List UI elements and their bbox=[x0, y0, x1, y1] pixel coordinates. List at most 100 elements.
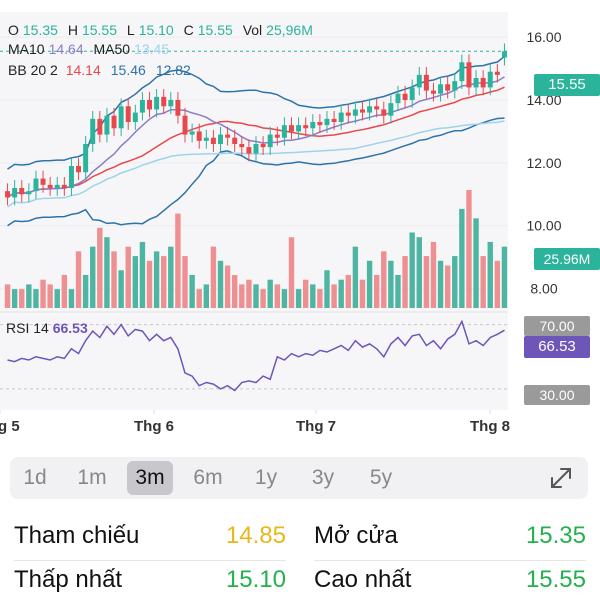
volume-bar bbox=[97, 227, 103, 308]
candle-body bbox=[147, 100, 153, 110]
expand-icon[interactable] bbox=[548, 465, 574, 491]
legend-ma10-value: 14.64 bbox=[48, 41, 84, 57]
candle-body bbox=[388, 103, 394, 116]
rsi-value-tag: 66.53 bbox=[524, 336, 590, 358]
volume-bar bbox=[338, 279, 344, 308]
volume-bar bbox=[239, 284, 245, 308]
rsi-label: RSI 14 66.53 bbox=[6, 320, 88, 336]
candle-body bbox=[338, 112, 344, 122]
candle-body bbox=[196, 131, 202, 141]
candle-body bbox=[395, 93, 401, 104]
volume-bar bbox=[487, 241, 493, 308]
volume-bar bbox=[359, 279, 366, 308]
volume-bar bbox=[409, 232, 415, 308]
volume-bar bbox=[310, 284, 316, 308]
candle-body bbox=[381, 109, 387, 116]
volume-bar bbox=[480, 256, 486, 308]
candle-body bbox=[317, 122, 323, 126]
candle-body bbox=[310, 122, 316, 129]
volume-bar bbox=[139, 241, 146, 308]
legend-bb-label: BB 20 2 bbox=[8, 62, 58, 78]
candle-body bbox=[168, 100, 174, 107]
legend-close-label: C bbox=[183, 22, 194, 38]
candle-body bbox=[480, 78, 486, 88]
range-1m-button[interactable]: 1m bbox=[77, 466, 107, 489]
candle-body bbox=[494, 71, 500, 75]
candle-body bbox=[19, 188, 25, 195]
range-3m-button[interactable]: 3m bbox=[127, 461, 173, 495]
candle-body bbox=[352, 109, 358, 116]
volume-bar bbox=[182, 256, 188, 308]
last-price-tag: 15.55 bbox=[534, 74, 600, 96]
volume-bar bbox=[47, 284, 53, 308]
volume-bar bbox=[61, 274, 68, 308]
candle-body bbox=[225, 134, 231, 138]
candle-body bbox=[473, 78, 479, 88]
divider bbox=[14, 560, 286, 561]
candle-body bbox=[76, 166, 82, 173]
candle-body bbox=[111, 115, 117, 129]
volume-bar bbox=[281, 289, 288, 308]
volume-bar bbox=[501, 246, 508, 308]
range-6m-button[interactable]: 6m bbox=[193, 466, 223, 489]
volume-bar bbox=[459, 208, 465, 308]
rsi-label-value: 66.53 bbox=[53, 320, 88, 336]
volume-bar bbox=[175, 213, 181, 308]
volume-bar bbox=[288, 237, 295, 308]
candle-body bbox=[5, 191, 11, 198]
volume-bar bbox=[203, 284, 210, 308]
candle-body bbox=[189, 131, 195, 135]
range-1d-button[interactable]: 1d bbox=[23, 466, 47, 489]
range-5y-button[interactable]: 5y bbox=[369, 466, 393, 489]
ref-price-value: 14.85 bbox=[225, 522, 286, 549]
volume-bar bbox=[331, 284, 337, 308]
legend-close-value: 15.55 bbox=[197, 22, 233, 38]
range-1y-button[interactable]: 1y bbox=[254, 466, 278, 489]
legend-open-value: 15.35 bbox=[22, 22, 58, 38]
volume-bar bbox=[388, 260, 394, 308]
candle-body bbox=[182, 115, 188, 135]
volume-bar bbox=[423, 256, 430, 308]
candle-body bbox=[445, 84, 451, 91]
candle-body bbox=[430, 90, 436, 94]
price-chart[interactable]: 16.00 14.00 12.00 10.00 8.00 RSI 14 66.53 bbox=[0, 0, 600, 440]
legend-ma10-label: MA10 bbox=[8, 41, 45, 57]
candle-body bbox=[40, 178, 46, 185]
candle-body bbox=[296, 125, 302, 132]
volume-bar bbox=[452, 256, 458, 308]
candle-body bbox=[33, 178, 39, 192]
candle-body bbox=[61, 184, 67, 188]
candle-body bbox=[324, 118, 330, 126]
legend-high-label: H bbox=[67, 22, 78, 38]
candle-body bbox=[68, 166, 74, 188]
volume-bar bbox=[153, 251, 160, 308]
volume-bar bbox=[33, 289, 39, 308]
volume-bar bbox=[437, 260, 444, 308]
open-price-value: 15.35 bbox=[525, 522, 586, 549]
candle-body bbox=[374, 106, 380, 110]
legend-bb-mid: 15.46 bbox=[110, 62, 146, 78]
candle-body bbox=[345, 112, 351, 116]
volume-bar bbox=[90, 246, 96, 308]
candle-body bbox=[459, 62, 465, 82]
x-label-may: g 5 bbox=[0, 418, 20, 435]
volume-bar bbox=[466, 190, 472, 308]
volume-bar bbox=[196, 289, 202, 308]
candle-body bbox=[132, 112, 138, 122]
ohlc-legend: O 15.35 H 15.55 L 15.10 C 15.55 Vol 25,96M bbox=[8, 22, 319, 38]
volume-bar bbox=[82, 274, 89, 308]
candle-body bbox=[161, 96, 167, 107]
candle-body bbox=[274, 134, 280, 138]
range-3y-button[interactable]: 3y bbox=[311, 466, 335, 489]
candle-body bbox=[281, 125, 287, 138]
volume-bar bbox=[4, 284, 11, 308]
volume-bar bbox=[168, 246, 174, 308]
candle-body bbox=[139, 100, 145, 113]
candle-body bbox=[26, 191, 32, 195]
volume-bar bbox=[373, 274, 380, 308]
candle-body bbox=[232, 137, 238, 144]
volume-bar bbox=[26, 284, 32, 308]
legend-ma50-value: 13.45 bbox=[134, 41, 170, 57]
volume-bar bbox=[146, 260, 153, 308]
volume-bar bbox=[224, 265, 231, 308]
